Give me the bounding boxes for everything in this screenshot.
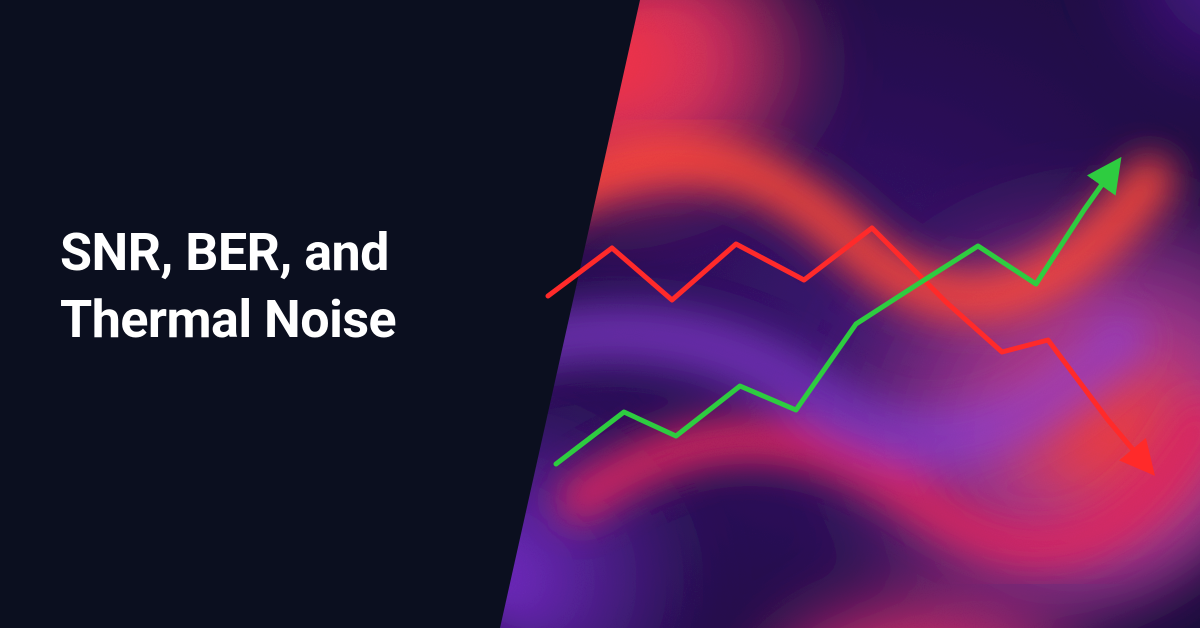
thermal-gradient-bg xyxy=(500,0,1200,628)
banner-container: SNR, BER, and Thermal Noise xyxy=(0,0,1200,628)
banner-title: SNR, BER, and Thermal Noise xyxy=(60,220,580,353)
thermal-background-panel xyxy=(500,0,1200,628)
